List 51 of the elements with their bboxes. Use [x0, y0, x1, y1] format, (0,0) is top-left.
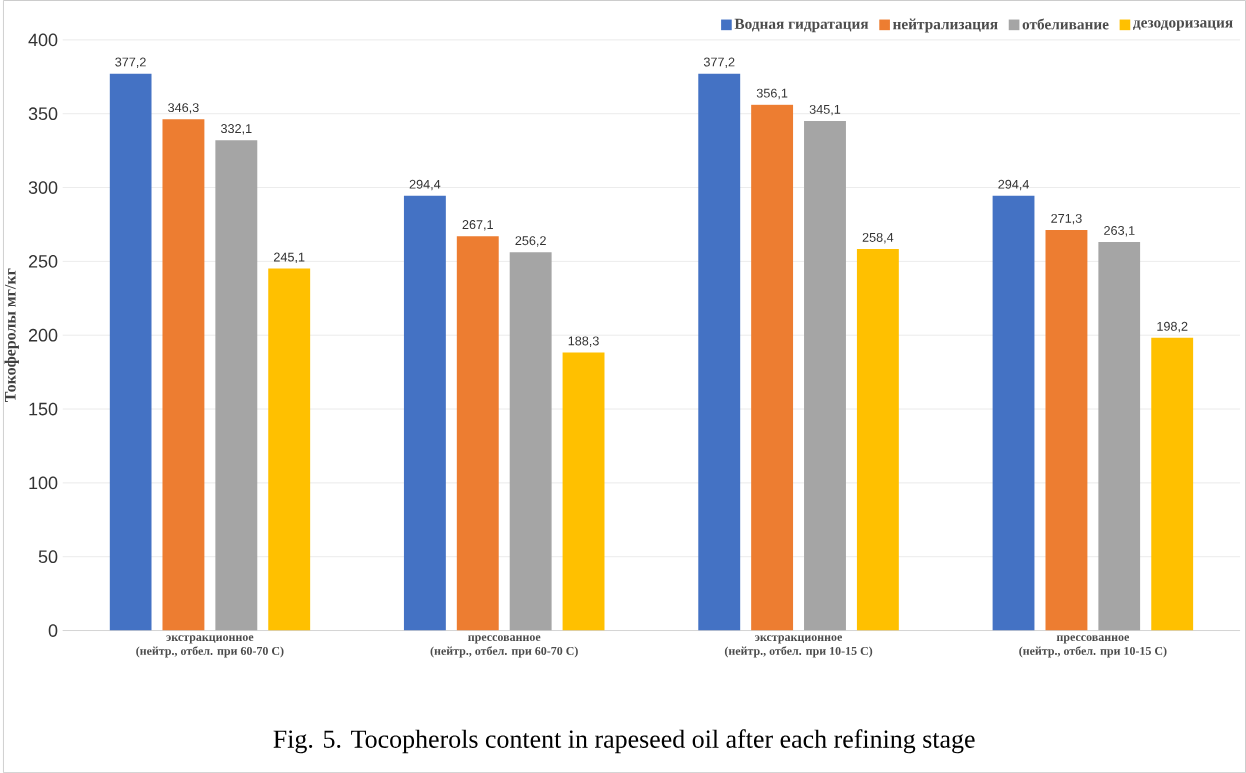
bar: [1045, 229, 1088, 631]
legend-label: нейтрализация: [892, 18, 998, 33]
data-label: 256,2: [515, 236, 546, 247]
data-label: 346,3: [168, 103, 199, 114]
bar: [109, 73, 152, 631]
bar: [562, 352, 605, 631]
data-label: 245,1: [274, 252, 305, 263]
y-tick-label: 100: [29, 476, 58, 490]
bar: [1098, 241, 1141, 631]
bar: [268, 268, 311, 631]
bar: [162, 119, 205, 631]
bar: [509, 252, 552, 631]
data-label: 271,3: [1051, 213, 1082, 225]
y-tick-label: 400: [28, 33, 58, 47]
bar: [215, 140, 258, 631]
bar: [992, 195, 1035, 631]
bar: [698, 73, 741, 631]
x-tick-label: прессованное (нейтр., отбел. при 60-70 С): [430, 635, 578, 658]
data-label: 377,2: [703, 57, 735, 68]
y-tick-label: 0: [48, 624, 58, 637]
caption: Fig. 5. Tocopherols content in rapeseed oil after each refining stage: [273, 729, 975, 754]
bar: [1151, 337, 1194, 631]
data-label: 198,2: [1157, 321, 1188, 333]
legend-label: дезодоризация: [1133, 20, 1233, 31]
y-tick-label: 250: [28, 254, 58, 268]
bar: [856, 248, 899, 631]
bar: [804, 120, 846, 631]
x-tick-label: прессованное (нейтр., отбел. при 10-15 С): [1019, 635, 1167, 658]
legend-label: Водная гидратация: [734, 18, 869, 33]
y-axis-title: Токоферолы мг/кг: [4, 268, 19, 402]
bar: [456, 236, 499, 631]
data-label: 332,1: [220, 124, 252, 135]
x-tick-label: экстракционное (нейтр., отбел. при 60-70 С): [136, 635, 284, 658]
data-label: 294,4: [409, 179, 441, 191]
y-tick-label: 300: [28, 181, 58, 194]
x-tick-label: экстракционное (нейтр., отбел. при 10-15 С): [724, 635, 873, 658]
data-label: 377,2: [115, 57, 146, 68]
y-tick-label: 200: [28, 328, 58, 342]
data-label: 294,4: [998, 179, 1030, 191]
data-label: 356,1: [756, 88, 788, 100]
data-label: 188,3: [568, 336, 599, 347]
data-label: 267,1: [462, 220, 493, 231]
legend-label: отбеливание: [1022, 18, 1109, 30]
bar: [751, 104, 794, 631]
bar: [403, 195, 446, 631]
y-tick-label: 50: [38, 550, 58, 563]
data-label: 345,1: [809, 104, 841, 116]
data-label: 263,1: [1104, 225, 1135, 237]
y-tick-label: 150: [29, 402, 58, 416]
y-tick-label: 350: [28, 107, 58, 120]
data-label: 258,4: [862, 232, 894, 244]
